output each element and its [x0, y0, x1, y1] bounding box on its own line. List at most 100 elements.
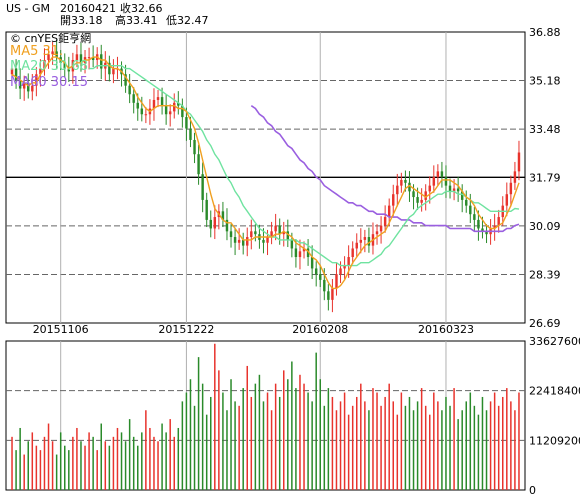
candle-body — [55, 51, 58, 58]
open-price: 開33.18 — [60, 14, 103, 27]
candle-body — [128, 85, 131, 95]
candle-body — [343, 265, 346, 269]
candle-body — [404, 179, 407, 183]
volume-bars — [11, 343, 520, 490]
candle-body — [270, 231, 273, 238]
candle-body — [323, 279, 326, 292]
candle-body — [444, 177, 448, 186]
watermark: © cnYES鉅亨網 — [10, 32, 92, 45]
candle-body — [314, 268, 318, 275]
candle-body — [225, 219, 229, 232]
candle-body — [39, 68, 42, 75]
volume-tick-label: 22418400 — [529, 385, 580, 398]
candle-body — [185, 117, 188, 129]
candle-body — [132, 94, 135, 103]
candle-body — [335, 274, 338, 289]
candle-body — [75, 54, 79, 60]
candle-body — [181, 105, 184, 118]
candle-body — [278, 225, 281, 235]
candle-body — [112, 68, 115, 75]
candle-body — [367, 237, 371, 246]
candle-body — [294, 248, 298, 258]
candle-body — [319, 274, 322, 280]
candle-body — [452, 188, 456, 192]
candle-body — [108, 62, 111, 75]
volume-panel — [5, 340, 526, 491]
candle-body — [424, 191, 427, 200]
candle-body — [517, 152, 521, 172]
volume-tick-label: 33627600 — [529, 335, 580, 348]
price-axis: 26.69 28.39 30.09 31.79 33.48 35.18 36.88 — [529, 26, 561, 330]
candle-body — [10, 68, 14, 75]
candle-body — [156, 97, 160, 100]
candle-body — [392, 194, 395, 206]
candle-body — [124, 74, 127, 86]
volume-tick-label: 0 — [529, 484, 536, 497]
candle-body — [266, 237, 269, 243]
candle-body — [383, 217, 387, 226]
candle-body — [416, 197, 419, 203]
candle-body — [448, 185, 452, 192]
candle-body — [359, 239, 363, 243]
candle-body — [375, 231, 379, 235]
candle-body — [136, 102, 139, 109]
high-price: 高33.41 — [115, 14, 158, 27]
candle-body — [177, 102, 180, 106]
candle-body — [282, 231, 285, 235]
price-tick-label: 28.39 — [529, 268, 561, 281]
x-tick-label: 20160323 — [418, 323, 474, 336]
legend-ma60: MA60 30.15 — [10, 75, 88, 90]
candle-body — [477, 219, 480, 229]
candle-body — [327, 291, 330, 300]
candle-body — [412, 191, 415, 198]
legend-ma5: MA5 31. — [10, 44, 64, 59]
x-tick-label: 20160208 — [292, 323, 348, 336]
candle-body — [173, 102, 176, 112]
candle-body — [164, 105, 168, 115]
candle-body — [152, 99, 156, 109]
candle-body — [465, 199, 468, 206]
volume-axis: 0 11209200 22418400 33627600 — [529, 335, 580, 497]
candle-body — [339, 268, 342, 275]
candle-body — [189, 128, 192, 140]
candle-body — [35, 74, 38, 86]
candle-body — [509, 182, 513, 195]
candle-body — [497, 217, 500, 226]
candle-body — [481, 228, 484, 232]
candle-body — [193, 139, 196, 155]
candle-body — [493, 225, 496, 229]
candle-body — [197, 154, 200, 175]
candle-body — [363, 237, 367, 240]
price-tick-label: 30.09 — [529, 220, 561, 233]
candle-body — [27, 82, 30, 92]
candle-body — [469, 205, 472, 215]
candle-body — [91, 57, 95, 60]
candle-body — [485, 231, 488, 235]
candle-body — [87, 57, 91, 59]
x-tick-label: 20151106 — [33, 323, 89, 336]
candle-body — [22, 82, 26, 89]
candle-body — [43, 59, 46, 69]
candle-body — [298, 251, 302, 258]
candle-body — [14, 68, 18, 80]
candle-body — [436, 171, 440, 178]
moving-averages — [11, 56, 520, 290]
candle-body — [63, 62, 66, 69]
volume-tick-label: 11209200 — [529, 434, 580, 447]
candle-body — [18, 79, 22, 89]
candle-body — [387, 205, 391, 218]
candle-body — [213, 217, 217, 229]
candle-body — [47, 54, 50, 60]
x-axis: 20151106 20151222 20160208 20160323 — [33, 323, 474, 336]
candle-body — [237, 239, 241, 243]
candle-body — [379, 225, 383, 232]
candle-body — [233, 237, 237, 243]
candle-body — [241, 239, 245, 246]
close-price: 收32.66 — [120, 2, 163, 15]
candle-body — [160, 97, 164, 106]
price-tick-label: 26.69 — [529, 317, 561, 330]
candle-body — [355, 242, 358, 249]
ma20-line — [89, 65, 520, 267]
candle-body — [31, 85, 34, 92]
